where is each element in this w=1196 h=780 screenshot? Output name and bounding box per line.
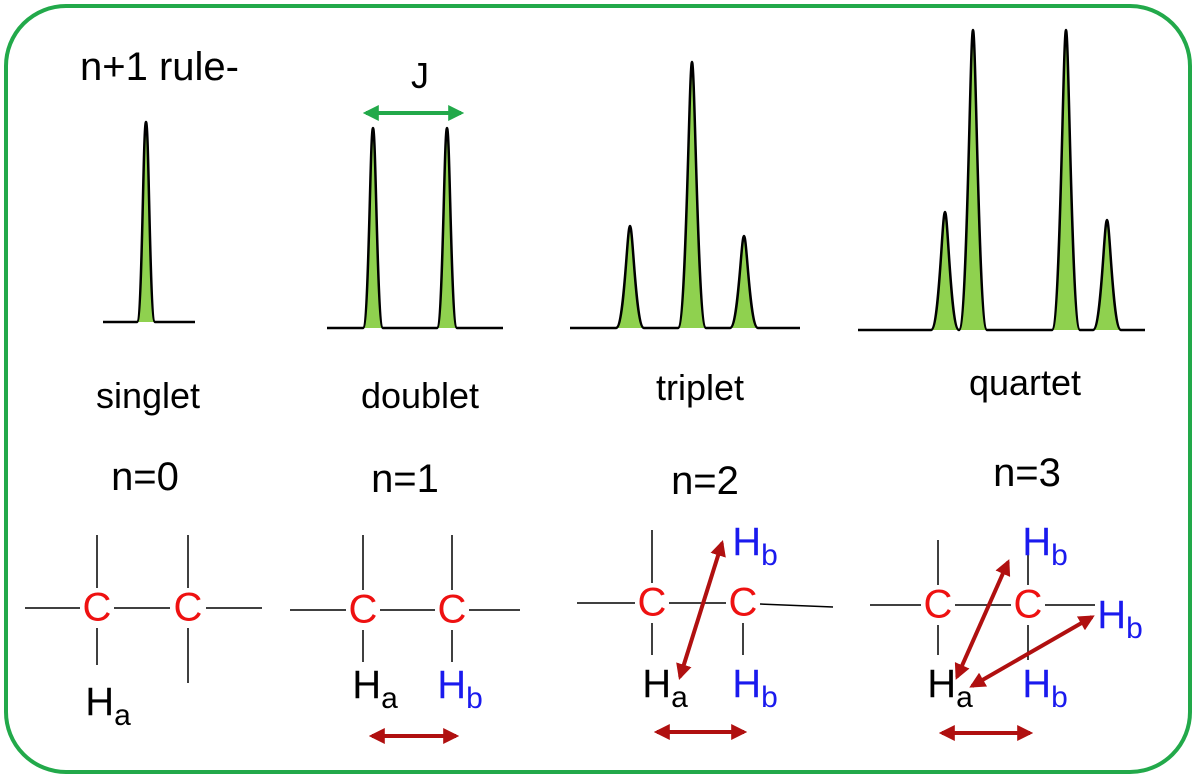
carbon: C [638,581,667,625]
hydrogen: Ha [85,680,131,732]
hydrogen: Hb [732,520,778,572]
carbon: C [438,588,467,632]
spectra [103,28,1145,332]
carbon: C [924,583,953,627]
frame [4,4,1192,774]
coupling-label: J [411,55,429,96]
n-label: n=2 [671,459,739,503]
n-label: n=3 [993,451,1061,495]
hydrogen: Hb [437,663,483,715]
hydrogen: Ha [352,663,398,715]
multiplet-name: triplet [656,367,744,408]
hydrogen: Hb [1022,662,1068,714]
peak-shape [858,28,1145,332]
molecule: C C Hb Ha Hb [577,520,834,740]
carbon: C [349,588,378,632]
n-label: n=0 [111,455,179,499]
hydrogen: Hb [1022,520,1068,572]
carbon: C [1014,583,1043,627]
molecule: C C Ha [25,535,262,732]
carbon: C [729,581,758,625]
peak-shape [327,126,503,330]
peak-shape [103,120,195,324]
carbon: C [83,586,112,630]
molecule: C C Hb Hb Ha Hb [870,520,1143,741]
multiplet-name: singlet [96,375,200,416]
multiplet-name: quartet [969,362,1081,403]
multiplet-name: doublet [361,375,479,416]
title: n+1 rule- [80,45,239,89]
molecule: C C Ha Hb [290,535,520,744]
carbon: C [174,586,203,630]
hydrogen: Hb [732,662,778,714]
n-label: n=1 [371,457,439,501]
hydrogen: Ha [927,662,973,714]
hydrogen: Hb [1097,593,1143,645]
peak-shape [570,60,800,330]
hydrogen: Ha [642,662,688,714]
